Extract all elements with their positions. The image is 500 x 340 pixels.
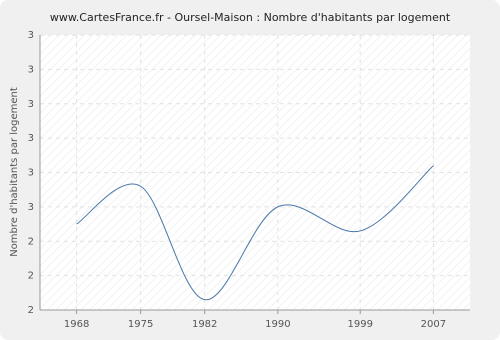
y-tick-label: 3 xyxy=(28,30,34,41)
y-tick-label: 3 xyxy=(28,202,34,213)
y-tick-label: 2 xyxy=(28,271,34,282)
y-tick-label: 3 xyxy=(28,64,34,75)
chart-title: www.CartesFrance.fr - Oursel-Maison : No… xyxy=(50,11,451,24)
x-tick-label: 2007 xyxy=(421,319,446,330)
plot-area xyxy=(40,35,470,310)
y-tick-label: 2 xyxy=(28,305,34,316)
y-axis-label: Nombre d'habitants par logement xyxy=(9,87,20,257)
x-tick-label: 1975 xyxy=(128,319,153,330)
y-tick-label: 2 xyxy=(28,236,34,247)
x-tick-label: 1968 xyxy=(64,319,89,330)
line xyxy=(76,165,434,301)
y-tick-label: 3 xyxy=(28,133,34,144)
x-tick-label: 1990 xyxy=(265,319,290,330)
y-tick-label: 3 xyxy=(28,168,34,179)
x-tick-label: 1982 xyxy=(192,319,217,330)
x-tick-label: 1999 xyxy=(347,319,372,330)
y-tick-label: 3 xyxy=(28,99,34,110)
